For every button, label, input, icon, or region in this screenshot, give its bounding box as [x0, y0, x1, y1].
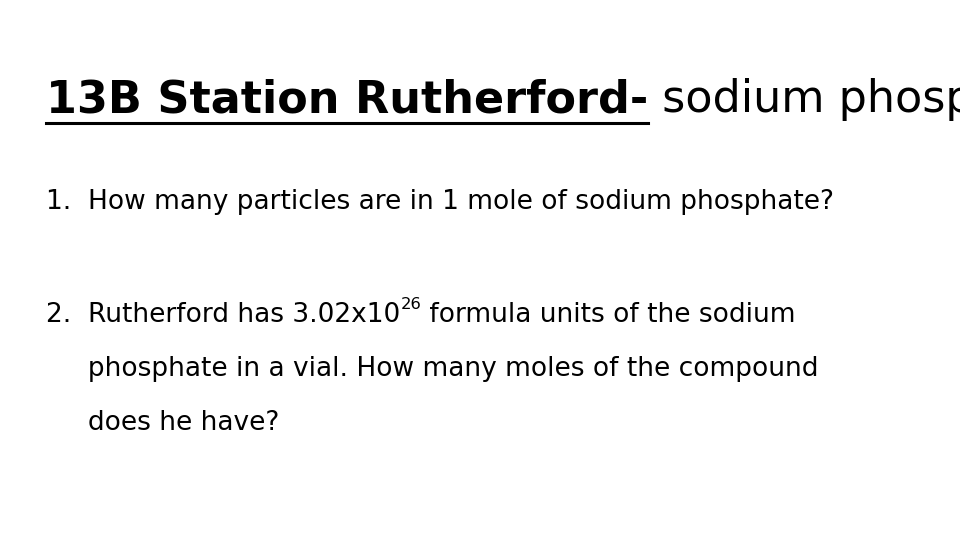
Text: 1.  How many particles are in 1 mole of sodium phosphate?: 1. How many particles are in 1 mole of s…: [46, 189, 834, 215]
Text: 13B Station Rutherford-: 13B Station Rutherford-: [46, 78, 648, 122]
Text: formula units of the sodium: formula units of the sodium: [421, 302, 796, 328]
Text: does he have?: does he have?: [46, 410, 279, 436]
Text: 26: 26: [400, 296, 421, 312]
Text: phosphate in a vial. How many moles of the compound: phosphate in a vial. How many moles of t…: [46, 356, 819, 382]
Text: sodium phosphate: sodium phosphate: [648, 78, 960, 122]
Text: 2.  Rutherford has 3.02x10: 2. Rutherford has 3.02x10: [46, 302, 400, 328]
